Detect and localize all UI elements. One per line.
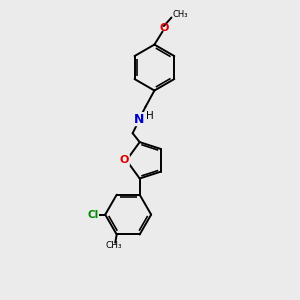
Text: O: O	[119, 155, 129, 165]
Text: CH₃: CH₃	[173, 10, 188, 19]
Text: N: N	[134, 112, 144, 126]
Text: H: H	[146, 111, 154, 121]
Text: O: O	[159, 23, 169, 33]
Text: Cl: Cl	[87, 210, 98, 220]
Text: CH₃: CH₃	[105, 241, 122, 250]
